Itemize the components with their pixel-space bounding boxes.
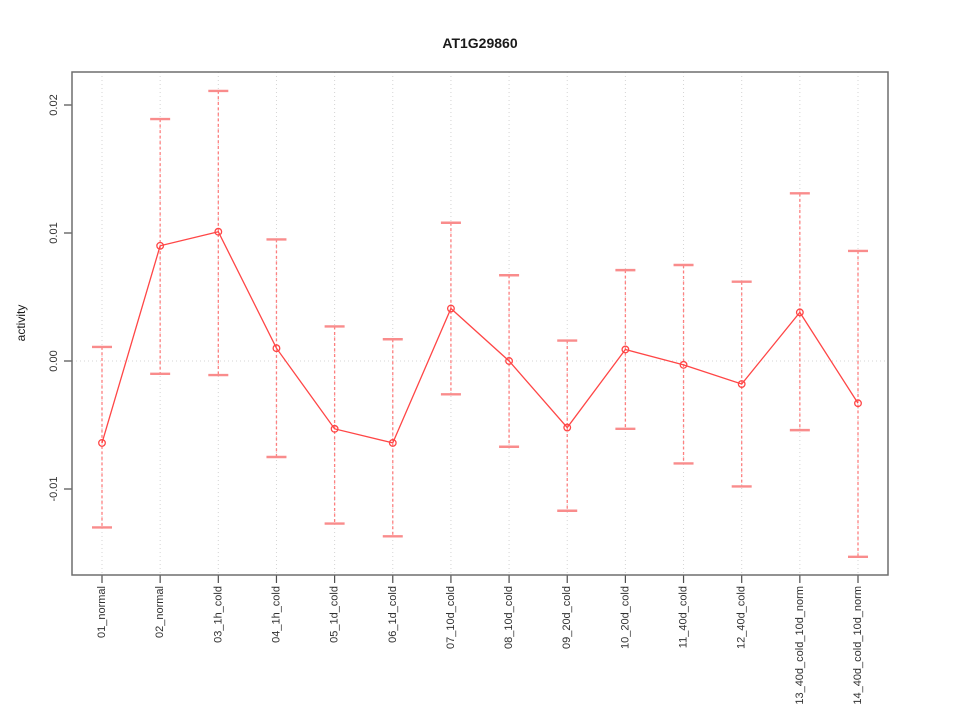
data-point [679, 360, 688, 369]
x-tick-label: 04_1h_cold [270, 586, 282, 643]
series-line [101, 230, 859, 444]
data-point [388, 438, 397, 447]
data-point [795, 308, 804, 317]
error-bars [92, 89, 868, 559]
chart-title: AT1G29860 [442, 35, 517, 51]
x-tick-label: 06_1d_cold [387, 586, 399, 643]
plot-border [71, 71, 889, 576]
data-point [446, 304, 455, 313]
x-tick-label: 03_1h_cold [212, 586, 224, 643]
data-points [98, 227, 862, 447]
data-point [563, 423, 572, 432]
data-point [621, 345, 630, 354]
data-point [98, 438, 106, 447]
data-point [854, 399, 862, 408]
y-tick-label: 0.02 [48, 94, 60, 115]
x-tick-label: 13_40d_cold_10d_norm [794, 586, 806, 705]
y-tick-label: 0.00 [48, 350, 60, 371]
data-point [737, 380, 746, 388]
x-tick-label: 07_10d_cold [445, 586, 457, 649]
series-polyline [101, 230, 859, 444]
data-point [505, 357, 514, 365]
data-point [156, 241, 165, 250]
y-tick-label: 0.01 [48, 222, 60, 243]
x-tick-label: 11_40d_cold [678, 586, 690, 648]
x-axis: 01_normal 02_normal 03_1h_cold 04_1h_cold 05… [96, 575, 864, 705]
x-tick-label: 09_20d_cold [561, 586, 573, 649]
y-axis: -0.01 0.00 0.01 0.02 [48, 94, 72, 502]
y-axis-title: activity [14, 305, 28, 342]
data-point [272, 344, 281, 353]
x-tick-label: 14_40d_cold_10d_norm [852, 586, 864, 705]
x-tick-label: 01_normal [96, 586, 108, 638]
data-point [330, 424, 339, 433]
x-tick-label: 10_20d_cold [619, 586, 631, 649]
x-tick-label: 08_10d_cold [503, 586, 515, 649]
data-point [214, 227, 223, 236]
plot-box [71, 71, 889, 576]
x-tick-label: 05_1d_cold [329, 586, 341, 643]
x-tick-label: 12_40d_cold [736, 586, 748, 649]
y-tick-label: -0.01 [48, 476, 60, 501]
gridlines [101, 72, 859, 575]
x-tick-label: 02_normal [154, 586, 166, 638]
